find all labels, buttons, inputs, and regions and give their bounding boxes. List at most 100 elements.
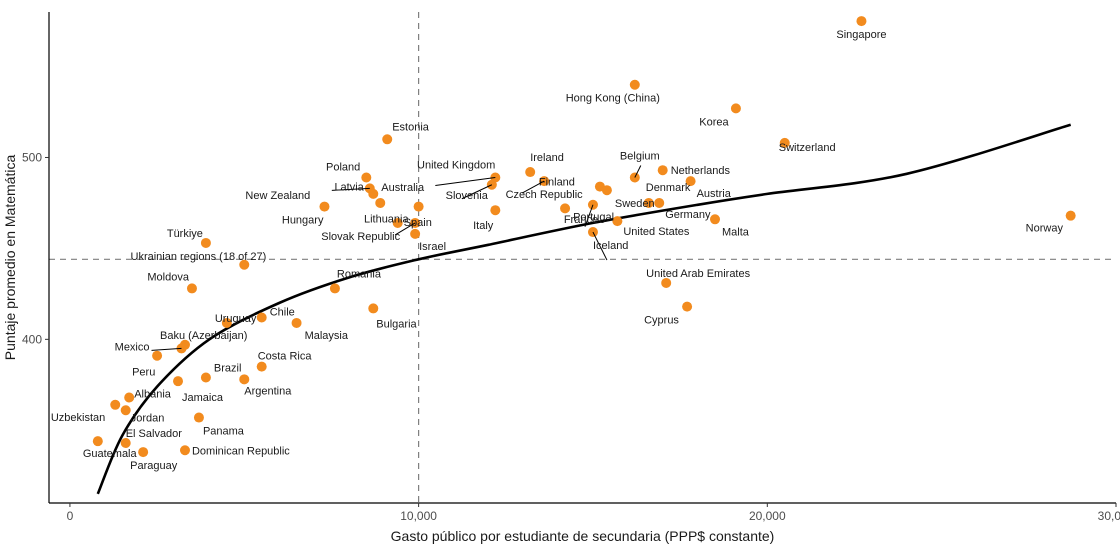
label-korea: Korea (699, 116, 729, 128)
x-axis-title: Gasto público por estudiante de secundar… (391, 528, 775, 544)
label-estonia: Estonia (392, 121, 430, 133)
point-poland (361, 172, 372, 183)
label-lithuania: Lithuania (364, 214, 410, 226)
label-united-states: United States (623, 226, 690, 238)
label-belgium: Belgium (620, 150, 660, 162)
point-united-arab-emirates (661, 277, 672, 288)
y-tick-label: 500 (22, 150, 42, 164)
label-chile: Chile (270, 307, 295, 319)
point-paraguay (138, 447, 149, 458)
point-israel (410, 228, 421, 239)
label-netherlands: Netherlands (671, 165, 731, 177)
point-romania (329, 283, 340, 294)
label-slovak-republic: Slovak Republic (321, 231, 400, 243)
y-tick-label: 400 (22, 332, 42, 346)
tick-labels: 0 10,000 20,000 30,000 400 500 (22, 150, 1120, 523)
label-czech-republic: Czech Republic (506, 189, 584, 201)
point-uruguay (221, 317, 232, 328)
point-germany (654, 197, 665, 208)
x-tick-label: 0 (67, 509, 74, 523)
point-hungary (319, 201, 330, 212)
point-korea (730, 103, 741, 114)
label-malta: Malta (722, 226, 750, 238)
point-hong-kong-china (629, 79, 640, 90)
label-el-salvador: El Salvador (126, 428, 183, 440)
label-portugal: Portugal (573, 211, 614, 223)
label-norway: Norway (1026, 223, 1064, 235)
trend-line (96, 123, 1072, 495)
label-malaysia: Malaysia (305, 330, 349, 342)
point-new-zealand (375, 197, 386, 208)
label-israel: Israel (419, 241, 446, 253)
point-sweden (601, 185, 612, 196)
point-ukrainian-regions-18-of-27 (239, 259, 250, 270)
leader-line-czech-republic (521, 180, 545, 194)
label-bulgaria: Bulgaria (376, 318, 417, 330)
point-bulgaria (368, 303, 379, 314)
label-panama: Panama (203, 426, 245, 438)
label-singapore: Singapore (836, 29, 886, 41)
leader-line-united-kingdom (435, 176, 496, 186)
point-moldova (186, 283, 197, 294)
point-cyprus (682, 301, 693, 312)
label-guatemala: Guatemala (83, 448, 138, 460)
label-hong-kong-china: Hong Kong (China) (566, 93, 660, 105)
leader-line-mexico (151, 347, 182, 351)
point-australia (368, 188, 379, 199)
reference-lines (49, 12, 1116, 503)
point-malta (710, 214, 721, 225)
label-hungary: Hungary (282, 215, 324, 227)
label-italy: Italy (473, 220, 494, 232)
point-peru (152, 350, 163, 361)
point-switzerland (779, 137, 790, 148)
point-estonia (382, 134, 393, 145)
point-ireland (525, 167, 536, 178)
label-united-arab-emirates: United Arab Emirates (646, 268, 750, 280)
point-austria (685, 176, 696, 187)
point-lithuania (413, 201, 424, 212)
label-ireland: Ireland (530, 152, 564, 164)
leader-line-slovak-republic (394, 222, 416, 236)
label-iceland: Iceland (593, 240, 628, 252)
label-ukrainian-regions-18-of-27: Ukrainian regions (18 of 27) (131, 251, 267, 263)
point-panama (193, 412, 204, 423)
point-brazil (200, 372, 211, 383)
label-uruguay: Uruguay (215, 313, 257, 325)
label-latvia: Latvia (334, 181, 364, 193)
label-argentina: Argentina (244, 385, 292, 397)
trend-line-layer (96, 123, 1072, 495)
label-jordan: Jordan (131, 412, 165, 424)
label-romania: Romania (337, 268, 382, 280)
x-tick-label: 20,000 (749, 509, 786, 523)
point-turkiye (200, 237, 211, 248)
label-costa-rica: Costa Rica (258, 351, 313, 363)
label-slovenia: Slovenia (446, 190, 489, 202)
point-norway (1065, 210, 1076, 221)
label-germany: Germany (665, 209, 711, 221)
label-peru: Peru (132, 367, 155, 379)
point-uzbekistan (110, 399, 121, 410)
label-australia: Australia (381, 182, 425, 194)
label-cyprus: Cyprus (644, 315, 679, 327)
label-sweden: Sweden (615, 198, 655, 210)
label-turkiye: Türkiye (167, 228, 203, 240)
leader-line-france (584, 204, 594, 227)
label-austria: Austria (697, 188, 732, 200)
label-dominican-republic: Dominican Republic (192, 445, 290, 457)
point-netherlands (657, 165, 668, 176)
label-denmark: Denmark (646, 182, 691, 194)
point-italy (490, 205, 501, 216)
label-france: France (564, 214, 598, 226)
label-united-kingdom: United Kingdom (417, 159, 495, 171)
label-albania: Albania (134, 389, 172, 401)
point-labels: Singapore Hong Kong (China) Korea Estonia Sw… (51, 29, 1064, 472)
point-spain (392, 217, 403, 228)
label-baku-azerbaijan: Baku (Azerbaijan) (160, 330, 247, 342)
point-albania (124, 392, 135, 403)
x-tick-label: 10,000 (400, 509, 437, 523)
label-poland: Poland (326, 161, 360, 173)
point-jamaica (173, 376, 184, 387)
leader-line-iceland (592, 231, 608, 261)
leader-line-latvia (331, 187, 370, 191)
